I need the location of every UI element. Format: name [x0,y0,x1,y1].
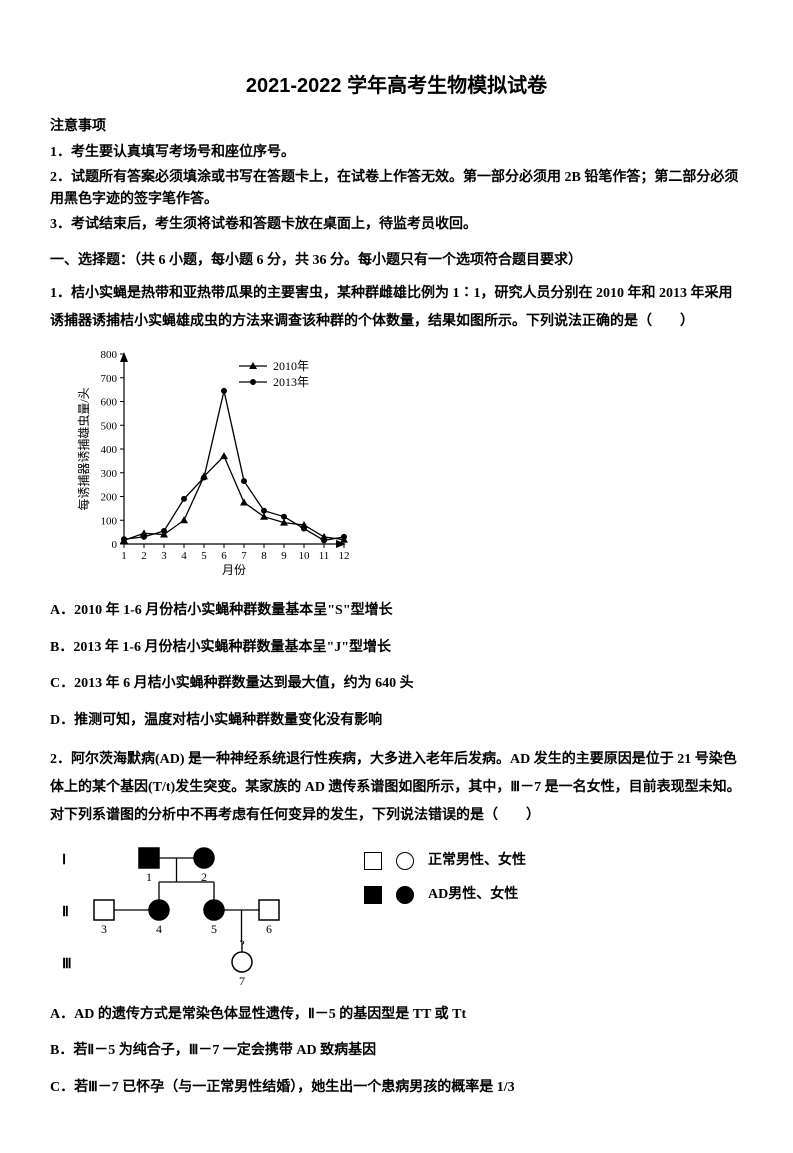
svg-text:10: 10 [299,550,311,562]
svg-text:7: 7 [239,974,245,988]
pedigree-block: Ⅰ Ⅱ Ⅲ 1 2 3 4 5 6? 7 正常男性、女性 AD男性、女性 [54,840,743,990]
legend-circle-normal [396,852,414,870]
line-chart-svg: 0100200300400500600700800123456789101112… [72,346,372,586]
svg-text:12: 12 [339,550,350,562]
pedigree-svg: Ⅰ Ⅱ Ⅲ 1 2 3 4 5 6? 7 [54,840,314,990]
legend-square-ad [364,886,382,904]
svg-text:3: 3 [101,922,107,936]
svg-text:2010年: 2010年 [273,359,309,373]
legend-circle-ad [396,886,414,904]
legend-ad-label: AD男性、女性 [428,884,518,906]
svg-text:5: 5 [211,922,217,936]
svg-text:4: 4 [156,922,162,936]
svg-text:2013年: 2013年 [273,375,309,389]
svg-text:1: 1 [146,870,152,884]
svg-text:Ⅰ: Ⅰ [62,853,66,868]
svg-text:6: 6 [266,922,272,936]
pedigree-legend: 正常男性、女性 AD男性、女性 [364,840,526,919]
svg-text:?: ? [239,937,244,951]
q1-stem: 1．桔小实蝇是热带和亚热带瓜果的主要害虫，某种群雌雄比例为 1∶1，研究人员分别… [50,280,743,336]
svg-text:Ⅱ: Ⅱ [62,905,69,920]
instruction-3: 3．考试结束后，考生须将试卷和答题卡放在桌面上，待监考员收回。 [50,214,743,236]
page-title: 2021-2022 学年高考生物模拟试卷 [50,70,743,102]
svg-text:7: 7 [241,550,247,562]
svg-text:2: 2 [201,870,207,884]
svg-text:11: 11 [319,550,330,562]
svg-text:100: 100 [101,516,118,528]
svg-text:800: 800 [101,349,118,361]
q1-option-a[interactable]: A．2010 年 1-6 月份桔小实蝇种群数量基本呈"S"型增长 [50,600,743,622]
svg-text:300: 300 [101,468,118,480]
instruction-1: 1．考生要认真填写考场号和座位序号。 [50,142,743,164]
svg-text:200: 200 [101,492,118,504]
svg-text:月份: 月份 [222,563,246,577]
svg-text:9: 9 [281,550,287,562]
q2-option-a[interactable]: A．AD 的遗传方式是常染色体显性遗传，Ⅱ－5 的基因型是 TT 或 Tt [50,1004,743,1026]
svg-text:0: 0 [112,539,118,551]
notice-header: 注意事项 [50,116,743,138]
svg-text:5: 5 [201,550,207,562]
q1-option-b[interactable]: B．2013 年 1-6 月份桔小实蝇种群数量基本呈"J"型增长 [50,637,743,659]
q2-stem: 2．阿尔茨海默病(AD) 是一种神经系统退行性疾病，大多进入老年后发病。AD 发… [50,746,743,830]
svg-text:6: 6 [221,550,227,562]
svg-text:1: 1 [121,550,127,562]
svg-text:8: 8 [261,550,267,562]
svg-text:每诱捕器诱捕雄虫量/头: 每诱捕器诱捕雄虫量/头 [76,388,91,511]
q1-chart: 0100200300400500600700800123456789101112… [72,346,372,586]
q1-option-d[interactable]: D．推测可知，温度对桔小实蝇种群数量变化没有影响 [50,710,743,732]
svg-text:600: 600 [101,397,118,409]
svg-text:4: 4 [181,550,187,562]
svg-text:400: 400 [101,444,118,456]
legend-normal-label: 正常男性、女性 [428,850,526,872]
section1-label: 一、选择题：（共 6 小题，每小题 6 分，共 36 分。每小题只有一个选项符合… [50,250,743,272]
svg-text:2: 2 [141,550,147,562]
instruction-2: 2．试题所有答案必须填涂或书写在答题卡上，在试卷上作答无效。第一部分必须用 2B… [50,167,743,212]
q1-option-c[interactable]: C．2013 年 6 月桔小实蝇种群数量达到最大值，约为 640 头 [50,673,743,695]
svg-text:3: 3 [161,550,167,562]
q2-option-c[interactable]: C．若Ⅲ－7 已怀孕（与一正常男性结婚），她生出一个患病男孩的概率是 1/3 [50,1077,743,1099]
svg-text:Ⅲ: Ⅲ [62,957,72,972]
q2-option-b[interactable]: B．若Ⅱ－5 为纯合子，Ⅲ－7 一定会携带 AD 致病基因 [50,1040,743,1062]
svg-text:500: 500 [101,421,118,433]
legend-square-normal [364,852,382,870]
svg-text:700: 700 [101,373,118,385]
